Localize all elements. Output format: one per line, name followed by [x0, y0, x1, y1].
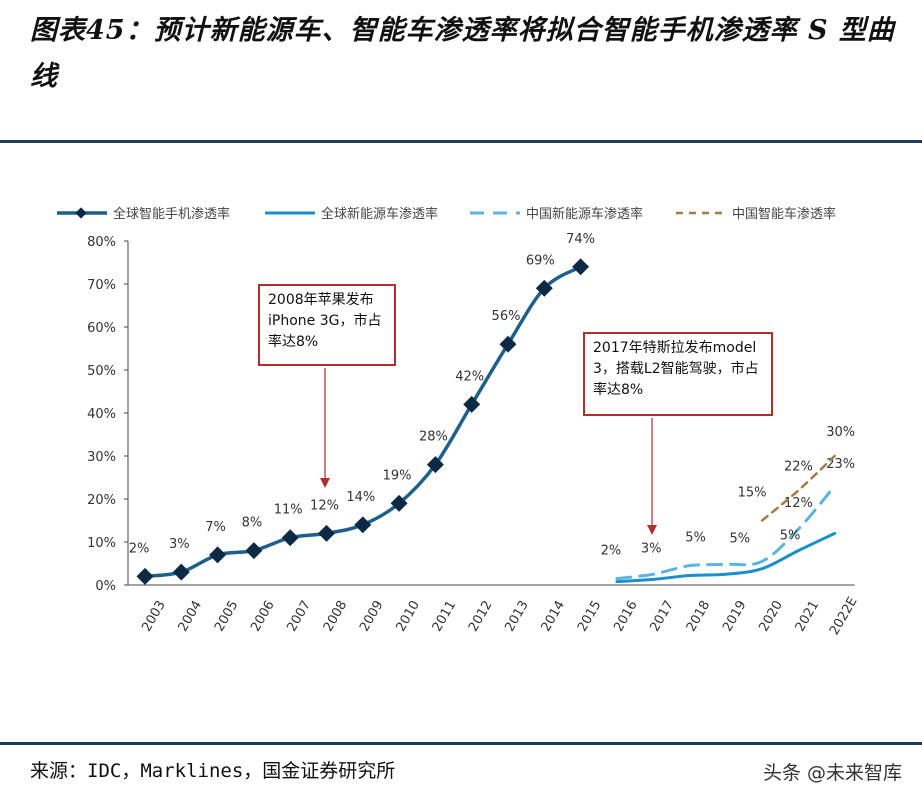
x-tick-label: 2015 — [575, 598, 605, 634]
data-label: 3% — [641, 541, 662, 556]
footer-divider — [0, 742, 922, 745]
data-label: 28% — [419, 430, 448, 445]
legend-label: 中国智能车渗透率 — [732, 206, 836, 222]
x-tick-label: 2018 — [684, 598, 714, 634]
smartphone-point — [426, 456, 444, 474]
legend-marker — [75, 207, 87, 219]
smartphone-point — [172, 563, 190, 581]
data-label: 2% — [129, 541, 150, 556]
y-tick-label: 10% — [87, 536, 116, 551]
watermark: 头条 @未来智库 — [762, 762, 902, 784]
x-tick-label: 2020 — [756, 598, 786, 634]
y-tick-label: 30% — [87, 450, 116, 465]
x-tick-label: 2014 — [539, 598, 569, 634]
data-label: 74% — [566, 232, 595, 247]
y-tick-label: 40% — [87, 407, 116, 422]
data-label: 3% — [169, 537, 190, 552]
smartphone-point — [535, 279, 553, 297]
data-label: 5% — [729, 531, 750, 546]
smartphone-point — [245, 542, 263, 560]
x-tick-label: 2022E — [827, 595, 861, 638]
smartphone-point — [572, 258, 590, 276]
annotation-arrow-tesla-head — [647, 525, 657, 535]
series-line-1 — [615, 531, 837, 584]
x-tick-label: 2017 — [648, 598, 678, 634]
legend-label: 全球智能手机渗透率 — [113, 206, 230, 222]
y-tick-label: 80% — [87, 235, 116, 250]
chart-title: 图表45：预计新能源车、智能车渗透率将拟合智能手机渗透率 S 型曲线 — [30, 15, 895, 92]
data-label: 12% — [784, 496, 813, 511]
data-label: 2% — [601, 544, 622, 559]
x-tick-label: 2008 — [321, 598, 351, 634]
title-divider — [0, 140, 922, 143]
data-label: 14% — [346, 490, 375, 505]
data-label: 23% — [826, 457, 855, 472]
data-label: 5% — [780, 528, 801, 543]
x-tick-label: 2016 — [611, 598, 641, 634]
smartphone-point — [318, 524, 335, 542]
y-tick-label: 0% — [95, 579, 116, 594]
y-tick-label: 50% — [87, 364, 116, 379]
annotation-arrow-iphone-head — [320, 478, 330, 488]
x-tick-label: 2003 — [139, 598, 169, 634]
source-note: 来源：IDC，Marklines，国金证券研究所 — [30, 760, 396, 782]
x-tick-label: 2013 — [502, 598, 532, 634]
x-tick-label: 2021 — [793, 598, 823, 634]
annotation-iphone: 2008年苹果发布iPhone 3G，市占率达8% — [258, 284, 396, 366]
data-label: 19% — [383, 468, 412, 483]
data-label: 5% — [685, 531, 706, 546]
data-label: 56% — [492, 309, 521, 324]
y-tick-label: 60% — [87, 321, 116, 336]
data-label: 42% — [455, 369, 484, 384]
chart-area: 0%10%20%30%40%50%60%70%80%2003 2004 2005 20… — [57, 206, 861, 638]
smartphone-point — [463, 395, 481, 413]
smartphone-point — [354, 516, 372, 534]
x-tick-label: 2007 — [285, 598, 315, 634]
x-tick-label: 2006 — [248, 598, 278, 634]
smartphone-point — [390, 494, 408, 512]
x-tick-label: 2010 — [393, 598, 423, 634]
x-tick-label: 2019 — [720, 598, 750, 634]
legend-label: 中国新能源车渗透率 — [526, 206, 643, 222]
data-label: 7% — [205, 520, 226, 535]
x-tick-label: 2009 — [357, 598, 387, 634]
data-label: 8% — [242, 516, 263, 531]
data-label: 69% — [526, 253, 555, 268]
data-label: 22% — [784, 459, 813, 474]
x-tick-label: 2012 — [466, 598, 496, 634]
x-tick-label: 2011 — [430, 598, 460, 634]
smartphone-point — [209, 546, 227, 564]
series-line-3 — [760, 454, 836, 522]
smartphone-point — [136, 567, 154, 585]
data-label: 12% — [310, 498, 339, 513]
smartphone-point — [499, 335, 517, 353]
series-line-2 — [615, 484, 837, 581]
data-label: 15% — [738, 486, 767, 501]
data-label: 11% — [274, 503, 303, 518]
annotation-tesla: 2017年特斯拉发布model 3，搭载L2智能驾驶，市占率达8% — [583, 332, 773, 416]
x-tick-label: 2005 — [212, 598, 242, 634]
x-tick-label: 2004 — [176, 598, 206, 634]
legend-label: 全球新能源车渗透率 — [321, 206, 438, 222]
y-tick-label: 20% — [87, 493, 116, 508]
data-label: 30% — [826, 425, 855, 440]
y-tick-label: 70% — [87, 278, 116, 293]
smartphone-point — [281, 529, 299, 547]
